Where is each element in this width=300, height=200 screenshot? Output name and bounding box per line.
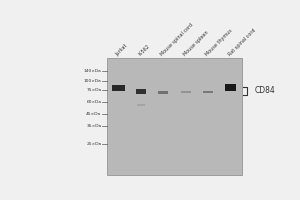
- Text: 45×Da: 45×Da: [86, 112, 101, 116]
- Bar: [136, 89, 146, 94]
- Text: Mouse spleen: Mouse spleen: [182, 30, 210, 57]
- Text: 100×Da: 100×Da: [84, 79, 101, 83]
- Bar: [225, 84, 236, 91]
- Bar: [158, 91, 169, 94]
- Bar: [107, 58, 242, 175]
- Text: Jurkat: Jurkat: [115, 43, 129, 57]
- Text: K-562: K-562: [137, 44, 151, 57]
- Bar: [203, 91, 213, 93]
- Text: Mouse thymus: Mouse thymus: [205, 28, 234, 57]
- Text: 35×Da: 35×Da: [86, 124, 101, 128]
- Text: 140×Da: 140×Da: [84, 69, 101, 73]
- Text: Mouse spinal cord: Mouse spinal cord: [160, 22, 195, 57]
- Bar: [181, 91, 191, 93]
- Bar: [137, 104, 145, 106]
- Text: 75×Da: 75×Da: [86, 88, 101, 92]
- Text: 25×Da: 25×Da: [86, 142, 101, 146]
- Bar: [112, 85, 124, 91]
- Text: Rat spinal cord: Rat spinal cord: [227, 28, 257, 57]
- Text: CD84: CD84: [255, 86, 276, 95]
- Text: 60×Da: 60×Da: [86, 100, 101, 104]
